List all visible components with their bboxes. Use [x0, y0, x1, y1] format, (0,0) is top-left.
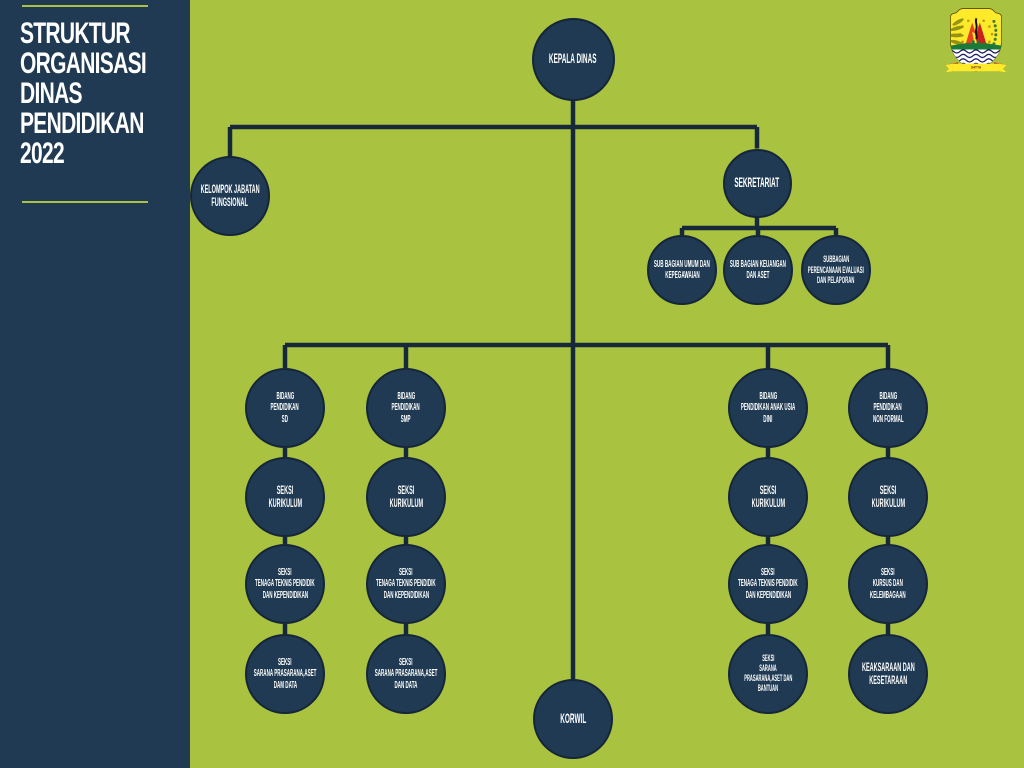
svg-text:SATYA: SATYA	[971, 66, 982, 70]
